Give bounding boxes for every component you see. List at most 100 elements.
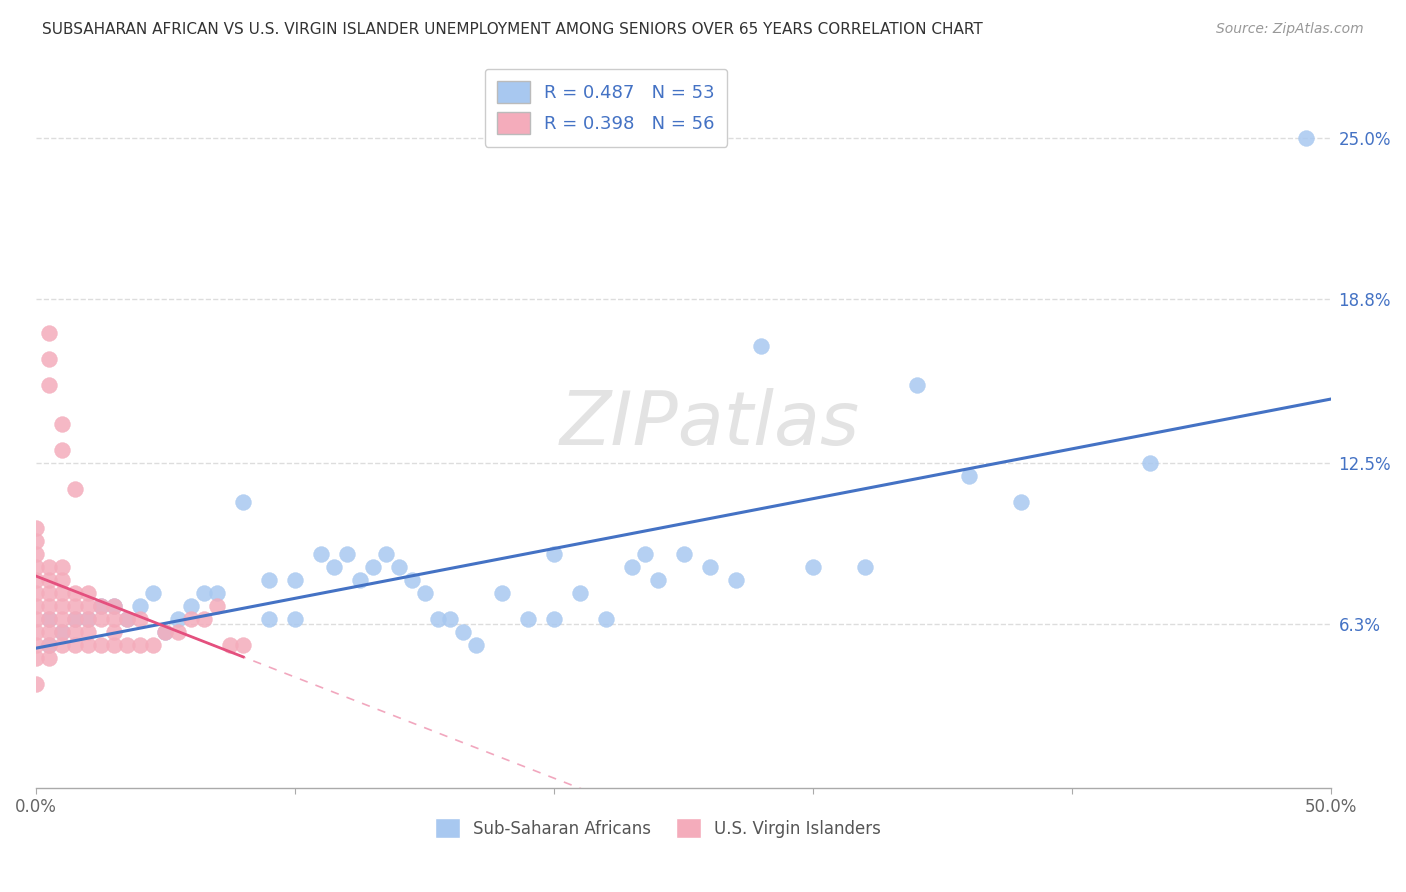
- Point: [51, 638, 73, 652]
- Point: [76, 612, 98, 626]
- Point: [51, 573, 73, 587]
- Point: [76, 612, 98, 626]
- Point: [90, 612, 112, 626]
- Point: [388, 559, 411, 574]
- Point: [25, 677, 48, 691]
- Point: [38, 573, 60, 587]
- Point: [957, 468, 980, 483]
- Point: [193, 612, 215, 626]
- Point: [38, 612, 60, 626]
- Point: [76, 638, 98, 652]
- Point: [76, 586, 98, 600]
- Point: [336, 547, 359, 561]
- Point: [90, 599, 112, 613]
- Point: [38, 586, 60, 600]
- Point: [38, 599, 60, 613]
- Point: [128, 599, 150, 613]
- Point: [63, 599, 86, 613]
- Point: [25, 638, 48, 652]
- Point: [672, 547, 695, 561]
- Point: [413, 586, 436, 600]
- Point: [167, 624, 190, 639]
- Point: [25, 521, 48, 535]
- Point: [103, 624, 125, 639]
- Point: [63, 612, 86, 626]
- Point: [453, 624, 475, 639]
- Point: [634, 547, 657, 561]
- Point: [426, 612, 449, 626]
- Point: [232, 638, 254, 652]
- Point: [349, 573, 371, 587]
- Point: [90, 599, 112, 613]
- Point: [103, 612, 125, 626]
- Point: [51, 559, 73, 574]
- Point: [1139, 456, 1161, 470]
- Point: [569, 586, 592, 600]
- Point: [219, 638, 242, 652]
- Point: [905, 377, 928, 392]
- Point: [517, 612, 540, 626]
- Point: [25, 624, 48, 639]
- Point: [257, 612, 280, 626]
- Point: [103, 599, 125, 613]
- Point: [322, 559, 344, 574]
- Point: [115, 612, 138, 626]
- Point: [38, 638, 60, 652]
- Point: [232, 494, 254, 508]
- Point: [38, 650, 60, 665]
- Point: [38, 377, 60, 392]
- Point: [51, 417, 73, 431]
- Point: [207, 599, 229, 613]
- Point: [155, 624, 177, 639]
- Point: [38, 326, 60, 340]
- Point: [63, 638, 86, 652]
- Point: [141, 586, 163, 600]
- Point: [155, 624, 177, 639]
- Point: [141, 638, 163, 652]
- Point: [620, 559, 643, 574]
- Point: [801, 559, 824, 574]
- Point: [724, 573, 747, 587]
- Point: [25, 612, 48, 626]
- Point: [103, 638, 125, 652]
- Point: [25, 586, 48, 600]
- Point: [25, 573, 48, 587]
- Point: [699, 559, 721, 574]
- Point: [63, 624, 86, 639]
- Point: [76, 599, 98, 613]
- Point: [167, 612, 190, 626]
- Point: [51, 599, 73, 613]
- Point: [38, 351, 60, 366]
- Point: [374, 547, 396, 561]
- Legend: Sub-Saharan Africans, U.S. Virgin Islanders: Sub-Saharan Africans, U.S. Virgin Island…: [427, 812, 887, 845]
- Point: [38, 559, 60, 574]
- Point: [361, 559, 384, 574]
- Point: [180, 599, 202, 613]
- Point: [439, 612, 461, 626]
- Point: [543, 612, 565, 626]
- Point: [51, 586, 73, 600]
- Point: [309, 547, 332, 561]
- Point: [38, 624, 60, 639]
- Point: [63, 482, 86, 496]
- Point: [1010, 494, 1032, 508]
- Point: [63, 612, 86, 626]
- Point: [51, 624, 73, 639]
- Point: [257, 573, 280, 587]
- Text: ZIPatlas: ZIPatlas: [560, 388, 859, 459]
- Point: [751, 339, 773, 353]
- Point: [51, 442, 73, 457]
- Point: [401, 573, 423, 587]
- Text: SUBSAHARAN AFRICAN VS U.S. VIRGIN ISLANDER UNEMPLOYMENT AMONG SENIORS OVER 65 YE: SUBSAHARAN AFRICAN VS U.S. VIRGIN ISLAND…: [42, 22, 983, 37]
- Point: [595, 612, 617, 626]
- Point: [128, 612, 150, 626]
- Point: [25, 533, 48, 548]
- Point: [38, 612, 60, 626]
- Point: [128, 638, 150, 652]
- Point: [647, 573, 669, 587]
- Point: [491, 586, 513, 600]
- Point: [207, 586, 229, 600]
- Point: [115, 638, 138, 652]
- Point: [465, 638, 488, 652]
- Point: [25, 559, 48, 574]
